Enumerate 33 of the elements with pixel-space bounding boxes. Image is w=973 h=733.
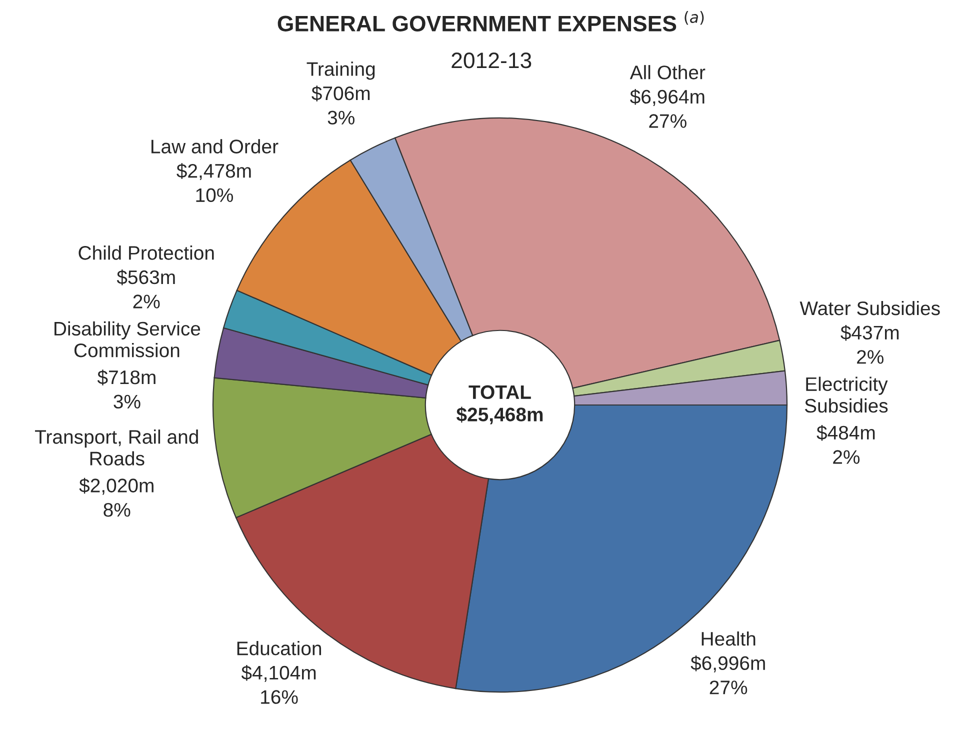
data-label: $6,996m	[690, 655, 765, 672]
slice-label: Education	[237, 641, 322, 656]
text: 3%	[114, 394, 140, 409]
data-label: $484m	[816, 425, 875, 441]
slice-label: Disability Service Commission	[54, 321, 200, 358]
data-label: $6,964m	[630, 89, 704, 106]
slice-label: Law and Order	[152, 139, 278, 154]
text: 2%	[857, 350, 884, 364]
text: 27%	[710, 680, 748, 694]
text: 10%	[196, 188, 233, 202]
slice-label: Water Subsidies	[800, 300, 940, 316]
text: 2%	[133, 294, 160, 308]
slice-label: Transport, Rail and Roads	[35, 430, 198, 466]
chart-title: GENERAL GOVERNMENT EXPENSES $^{(a)}$	[278, 10, 704, 32]
data-label: $718m	[97, 370, 156, 386]
text: 2%	[833, 450, 860, 464]
data-label: $2,478m	[176, 163, 251, 180]
text: 3%	[328, 110, 354, 125]
chart-subtitle: 2012-13	[452, 52, 532, 68]
slice-label: Training	[306, 62, 375, 80]
slice-label: Health	[702, 631, 756, 646]
text: 8%	[104, 502, 130, 517]
slice-label: Child Protection	[78, 246, 214, 260]
data-label: $706m	[312, 86, 370, 102]
data-label: $563m	[116, 270, 175, 286]
data-label: $437m	[840, 324, 899, 341]
slice-label: Electricity Subsidies	[804, 376, 888, 413]
text: 27%	[649, 114, 686, 128]
data-label: $2,020m	[79, 478, 154, 495]
text: TOTAL $25,468m	[456, 385, 543, 424]
text: 16%	[261, 690, 298, 704]
data-label: $4,104m	[241, 665, 316, 682]
slice-label: All Other	[630, 65, 706, 80]
